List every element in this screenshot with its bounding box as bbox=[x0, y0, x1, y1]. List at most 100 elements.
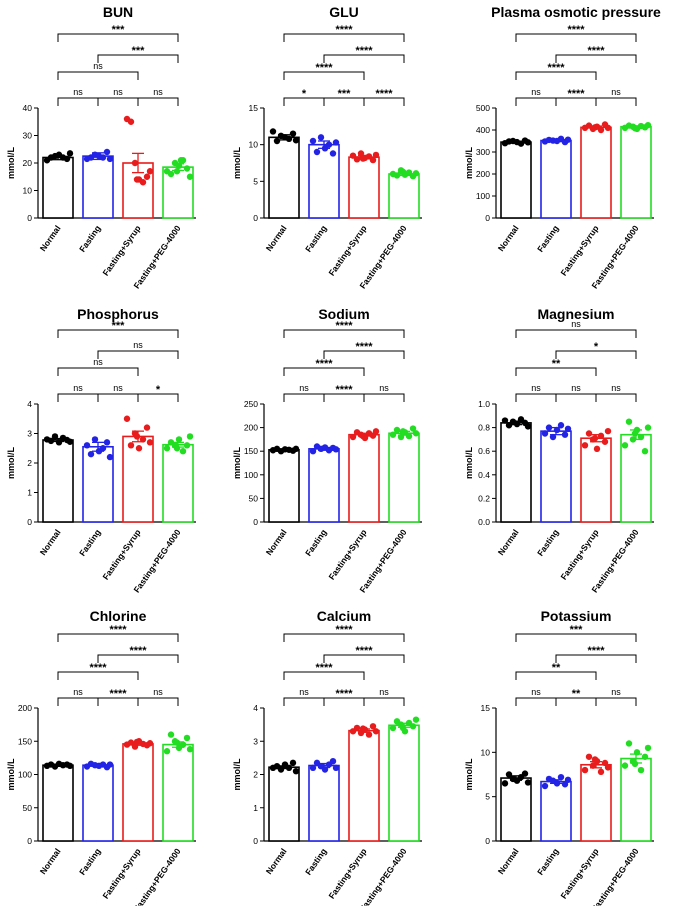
data-point bbox=[285, 764, 293, 772]
y-tick-label: 15 bbox=[249, 103, 259, 113]
data-point bbox=[186, 173, 194, 180]
data-point bbox=[66, 438, 74, 445]
significance-bracket bbox=[515, 697, 557, 706]
bar bbox=[42, 764, 74, 842]
x-tick-label: Fasting+Syrup bbox=[326, 223, 368, 277]
chart-svg: Phosphorus 0 1 2 3 4 mmol/L Normal FastingFastin… bbox=[6, 306, 196, 594]
significance-label: ns bbox=[611, 87, 621, 97]
data-point bbox=[501, 780, 509, 787]
significance-bracket bbox=[363, 393, 405, 402]
data-point bbox=[133, 176, 141, 183]
significance-label: ns bbox=[93, 61, 103, 71]
significance-bracket bbox=[283, 367, 365, 376]
chart-title: Plasma osmotic pressure bbox=[491, 4, 661, 20]
data-point bbox=[641, 753, 649, 760]
data-point bbox=[545, 424, 553, 431]
bar bbox=[388, 432, 420, 523]
y-tick-label: 100 bbox=[476, 191, 490, 201]
data-point bbox=[353, 724, 361, 732]
y-tick-label: 200 bbox=[18, 703, 32, 713]
y-tick-label: 0 bbox=[27, 213, 32, 223]
x-tick-label: Fasting bbox=[303, 846, 329, 877]
significance-label: **** bbox=[335, 384, 353, 396]
x-tick-label: Fasting+Syrup bbox=[100, 846, 142, 900]
significance-bracket bbox=[283, 329, 405, 338]
data-point bbox=[143, 173, 151, 180]
data-point bbox=[309, 764, 317, 772]
bar bbox=[162, 443, 194, 523]
data-point bbox=[292, 445, 300, 453]
data-point bbox=[127, 442, 135, 449]
significance-label: ns bbox=[113, 383, 123, 393]
chart-svg: Plasma osmotic pressure 0 100 200 300 400 500 m… bbox=[464, 4, 661, 290]
y-tick-label: 10 bbox=[23, 186, 33, 196]
data-point bbox=[585, 753, 593, 760]
significance-bracket bbox=[57, 633, 179, 642]
chart-svg: Potassium 0 5 10 15 mmol/L Normal FastingFastin… bbox=[464, 608, 654, 906]
y-tick-label: 5 bbox=[485, 792, 490, 802]
significance-bracket bbox=[515, 33, 637, 42]
y-tick-label: 0.8 bbox=[478, 423, 490, 433]
significance-bracket bbox=[283, 71, 365, 80]
bar bbox=[348, 433, 380, 523]
x-tick-label: Normal bbox=[496, 527, 521, 557]
data-point bbox=[146, 439, 154, 446]
data-point bbox=[372, 728, 380, 735]
y-tick-label: 0 bbox=[253, 517, 258, 527]
data-point bbox=[524, 423, 532, 430]
significance-bracket bbox=[515, 393, 557, 402]
significance-bracket bbox=[283, 671, 365, 680]
significance-bracket bbox=[555, 393, 597, 402]
significance-bracket bbox=[595, 97, 637, 106]
significance-label: * bbox=[594, 341, 599, 353]
significance-bracket bbox=[57, 393, 99, 402]
data-point bbox=[163, 748, 171, 755]
significance-label: **** bbox=[129, 645, 147, 657]
x-tick-label: Fasting+Syrup bbox=[326, 527, 368, 581]
significance-label: **** bbox=[335, 320, 353, 332]
data-point bbox=[186, 746, 194, 753]
data-point bbox=[131, 159, 139, 167]
y-tick-label: 2 bbox=[27, 458, 32, 468]
data-point bbox=[644, 424, 652, 431]
y-axis-label: mmol/L bbox=[464, 758, 474, 791]
chart-panel-calcium: Calcium 0 1 2 3 4 mmol/L Normal Fasting Fasting+S… bbox=[228, 604, 456, 906]
y-tick-label: 0 bbox=[253, 213, 258, 223]
data-point bbox=[313, 148, 321, 156]
data-point bbox=[285, 135, 293, 142]
y-axis-label: mmol/L bbox=[6, 758, 16, 791]
data-point bbox=[409, 425, 417, 432]
x-tick-label: Normal bbox=[38, 223, 63, 253]
chart-svg: Sodium 0 50 100 150 200 250 mmol/L Normal Fasting… bbox=[232, 306, 422, 594]
y-tick-label: 3 bbox=[27, 429, 32, 439]
data-point bbox=[146, 168, 154, 175]
data-point bbox=[591, 435, 599, 442]
bar bbox=[308, 764, 340, 842]
data-point bbox=[99, 154, 107, 161]
significance-bracket bbox=[323, 654, 405, 663]
significance-label: *** bbox=[570, 624, 584, 636]
y-tick-label: 0.6 bbox=[478, 446, 490, 456]
data-point bbox=[359, 432, 367, 440]
significance-bracket bbox=[555, 654, 637, 663]
x-tick-label: Normal bbox=[496, 223, 521, 253]
data-point bbox=[186, 433, 194, 440]
data-point bbox=[557, 422, 565, 429]
data-point bbox=[183, 442, 191, 449]
significance-bracket bbox=[363, 97, 405, 106]
chart-panel-bun: BUN 0 10 20 30 40 mmol/L Normal Fasting Fasting+S… bbox=[0, 0, 228, 302]
data-point bbox=[625, 740, 633, 747]
data-point bbox=[63, 155, 71, 163]
data-point bbox=[513, 420, 521, 428]
significance-bracket bbox=[57, 71, 139, 80]
data-point bbox=[389, 724, 397, 732]
y-tick-label: 300 bbox=[476, 147, 490, 157]
significance-label: *** bbox=[112, 24, 126, 36]
data-point bbox=[397, 433, 405, 441]
bar bbox=[348, 729, 380, 842]
data-point bbox=[564, 136, 572, 143]
x-tick-label: Fasting+Syrup bbox=[558, 846, 600, 900]
significance-bracket bbox=[283, 393, 325, 402]
data-point bbox=[597, 768, 605, 776]
significance-bracket bbox=[515, 671, 597, 680]
